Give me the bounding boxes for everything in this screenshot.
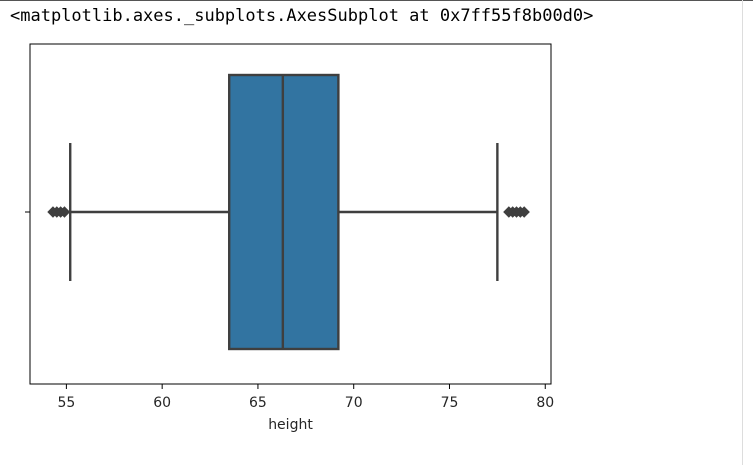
cell-output-text: <matplotlib.axes._subplots.AxesSubplot a… — [10, 6, 594, 26]
x-tick-label: 70 — [345, 395, 363, 411]
x-tick-label: 80 — [536, 395, 554, 411]
outlier-point — [518, 206, 530, 218]
x-tick-label: 55 — [57, 395, 75, 411]
output-right-border — [742, 0, 743, 465]
outlier-point — [58, 206, 71, 218]
x-tick-label: 65 — [249, 395, 267, 411]
x-axis-label: height — [268, 417, 313, 433]
output-top-border — [0, 0, 753, 1]
plot-area — [47, 73, 530, 351]
axes-frame — [29, 43, 552, 385]
x-tick-label: 75 — [441, 395, 459, 411]
x-tick-label: 60 — [153, 395, 171, 411]
x-axis-ticks: 55 60 65 70 75 80 — [57, 384, 554, 411]
